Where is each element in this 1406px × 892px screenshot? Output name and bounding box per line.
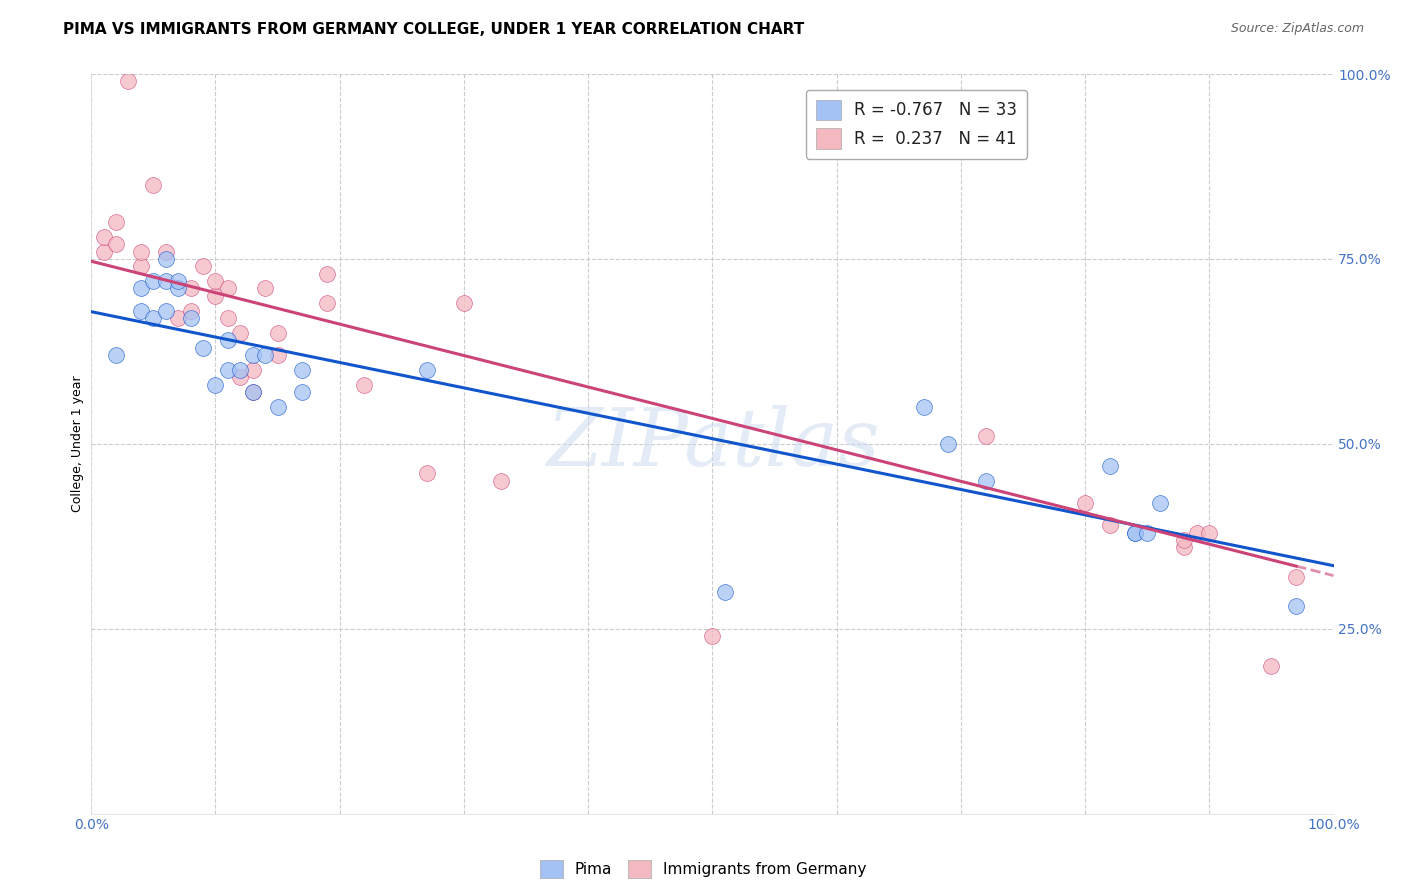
Point [912, 400, 935, 414]
Point [191, 341, 214, 355]
Point [204, 289, 226, 303]
Point [453, 296, 475, 310]
Point [180, 281, 202, 295]
Point [105, 237, 128, 252]
Point [129, 260, 152, 274]
Point [415, 467, 437, 481]
Point [291, 363, 314, 377]
Point [938, 437, 960, 451]
Point [142, 178, 165, 192]
Point [489, 474, 512, 488]
Point [242, 384, 264, 399]
Point [713, 584, 735, 599]
Point [129, 244, 152, 259]
Point [702, 629, 724, 643]
Point [229, 370, 252, 384]
Point [1149, 496, 1171, 510]
Point [1136, 525, 1159, 540]
Text: PIMA VS IMMIGRANTS FROM GERMANY COLLEGE, UNDER 1 YEAR CORRELATION CHART: PIMA VS IMMIGRANTS FROM GERMANY COLLEGE,… [63, 22, 804, 37]
Point [1074, 496, 1097, 510]
Point [129, 281, 152, 295]
Point [105, 215, 128, 229]
Point [1173, 541, 1195, 555]
Point [1123, 525, 1146, 540]
Point [191, 260, 214, 274]
Point [155, 252, 177, 266]
Point [415, 363, 437, 377]
Point [1173, 533, 1195, 547]
Point [316, 296, 339, 310]
Point [93, 244, 115, 259]
Point [1123, 525, 1146, 540]
Point [1098, 518, 1121, 533]
Point [266, 326, 288, 340]
Point [180, 311, 202, 326]
Point [266, 400, 288, 414]
Point [266, 348, 288, 362]
Point [217, 311, 239, 326]
Point [217, 333, 239, 347]
Point [204, 274, 226, 288]
Point [229, 326, 252, 340]
Point [93, 229, 115, 244]
Point [1285, 599, 1308, 614]
Text: Source: ZipAtlas.com: Source: ZipAtlas.com [1230, 22, 1364, 36]
Point [167, 311, 190, 326]
Point [117, 74, 139, 88]
Point [142, 274, 165, 288]
Point [1198, 525, 1220, 540]
Point [167, 281, 190, 295]
Point [217, 363, 239, 377]
Point [974, 474, 997, 488]
Point [229, 363, 252, 377]
Point [105, 348, 128, 362]
Text: ZIPatlas: ZIPatlas [546, 405, 879, 483]
Y-axis label: College, Under 1 year: College, Under 1 year [72, 376, 84, 512]
Point [1185, 525, 1208, 540]
Point [1285, 570, 1308, 584]
Point [1098, 458, 1121, 473]
Legend: Pima, Immigrants from Germany: Pima, Immigrants from Germany [534, 854, 872, 884]
Point [254, 281, 277, 295]
Point [180, 303, 202, 318]
Point [155, 274, 177, 288]
Point [217, 281, 239, 295]
Point [1260, 658, 1282, 673]
Point [291, 384, 314, 399]
Point [242, 384, 264, 399]
Point [142, 311, 165, 326]
Point [254, 348, 277, 362]
Point [129, 303, 152, 318]
Point [242, 363, 264, 377]
Point [316, 267, 339, 281]
Point [155, 244, 177, 259]
Point [974, 429, 997, 443]
Point [155, 303, 177, 318]
Point [204, 377, 226, 392]
Point [949, 103, 972, 118]
Legend: R = -0.767   N = 33, R =  0.237   N = 41: R = -0.767 N = 33, R = 0.237 N = 41 [806, 90, 1026, 159]
Point [242, 348, 264, 362]
Point [167, 274, 190, 288]
Point [353, 377, 375, 392]
